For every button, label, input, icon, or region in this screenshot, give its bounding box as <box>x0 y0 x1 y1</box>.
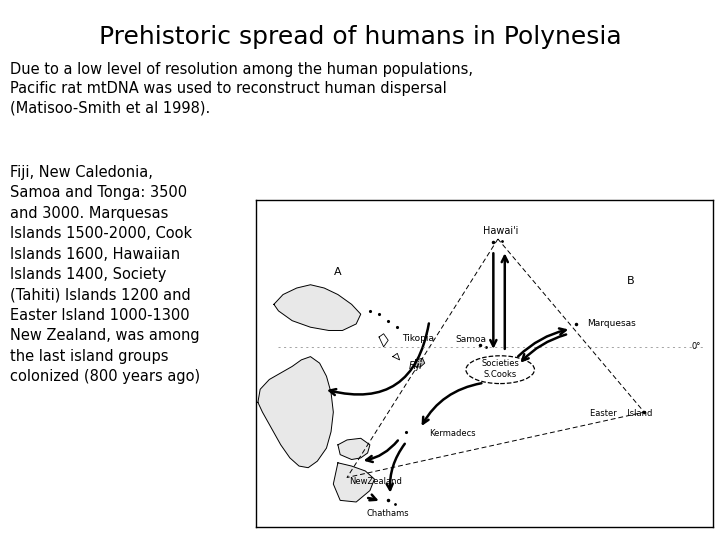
Polygon shape <box>274 285 361 330</box>
Text: Societies: Societies <box>481 359 519 368</box>
Text: Fiji: Fiji <box>409 361 423 372</box>
Text: Easter    Island: Easter Island <box>590 409 652 418</box>
Text: B: B <box>626 276 634 287</box>
Text: A: A <box>334 267 342 276</box>
Polygon shape <box>333 463 374 502</box>
Text: Marquesas: Marquesas <box>587 320 636 328</box>
Text: 0°: 0° <box>692 342 701 352</box>
Polygon shape <box>258 356 333 468</box>
Text: NewZealand: NewZealand <box>349 477 402 487</box>
Polygon shape <box>338 438 370 460</box>
Text: Fiji, New Caledonia,
Samoa and Tonga: 3500
and 3000. Marquesas
Islands 1500-2000: Fiji, New Caledonia, Samoa and Tonga: 35… <box>10 165 200 384</box>
Text: Hawai'i: Hawai'i <box>482 226 518 236</box>
Text: Samoa: Samoa <box>455 335 486 344</box>
Polygon shape <box>413 358 425 367</box>
FancyArrowPatch shape <box>330 323 429 395</box>
Text: S.Cooks: S.Cooks <box>484 370 517 379</box>
Text: Kermadecs: Kermadecs <box>429 429 476 438</box>
Text: Due to a low level of resolution among the human populations,
Pacific rat mtDNA : Due to a low level of resolution among t… <box>10 62 473 116</box>
Text: Chathams: Chathams <box>367 509 410 517</box>
Text: Tikopia: Tikopia <box>402 334 434 343</box>
Text: Prehistoric spread of humans in Polynesia: Prehistoric spread of humans in Polynesi… <box>99 25 621 49</box>
